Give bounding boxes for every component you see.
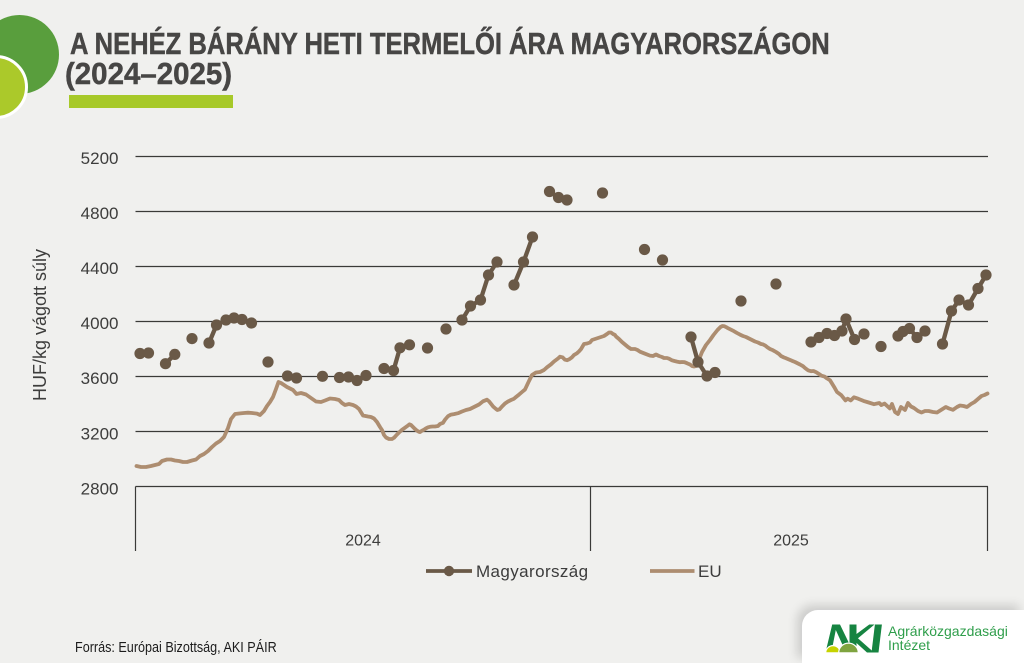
svg-text:Magyarország: Magyarország (476, 562, 589, 581)
svg-text:2025: 2025 (773, 533, 809, 550)
svg-text:3200: 3200 (81, 424, 119, 443)
svg-text:EU: EU (698, 562, 722, 581)
svg-text:4400: 4400 (81, 259, 119, 278)
svg-text:4000: 4000 (81, 314, 119, 333)
svg-text:5200: 5200 (81, 149, 119, 168)
svg-text:3600: 3600 (81, 369, 119, 388)
svg-text:4800: 4800 (81, 204, 119, 223)
svg-text:2800: 2800 (81, 479, 119, 498)
svg-text:2024: 2024 (345, 533, 381, 550)
svg-text:HUF/kg vágott súly: HUF/kg vágott súly (30, 249, 50, 401)
